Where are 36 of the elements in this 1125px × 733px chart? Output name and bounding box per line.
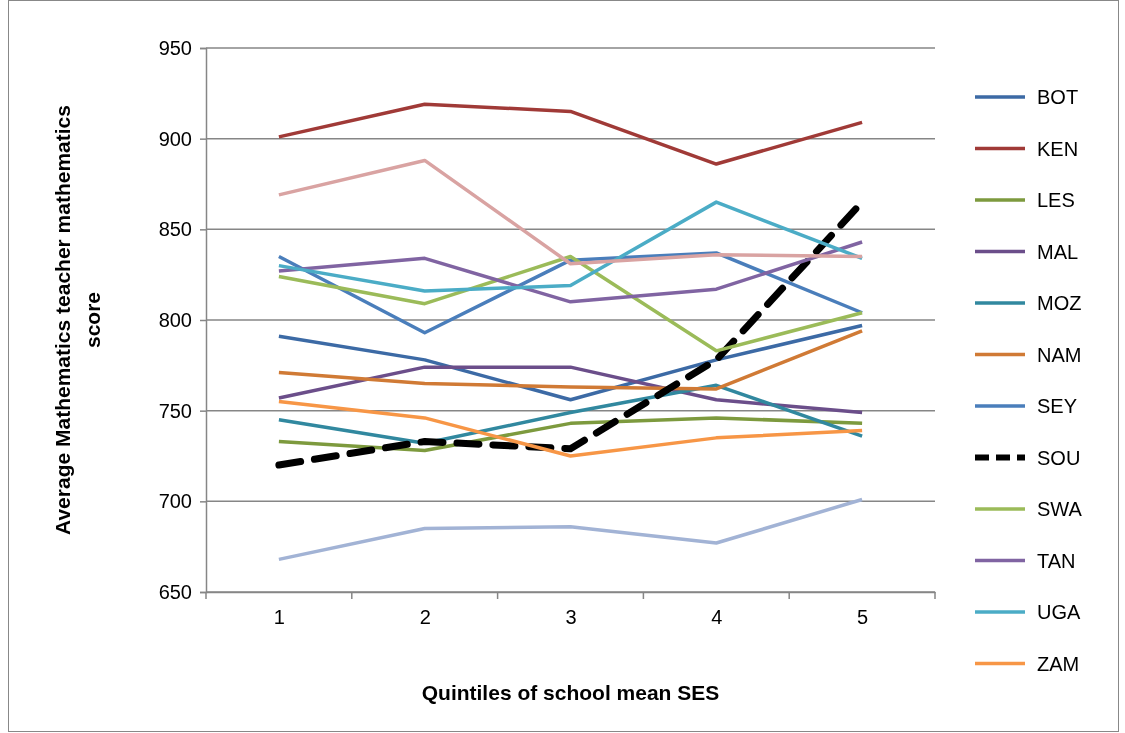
x-tick-label: 5 — [857, 606, 869, 629]
y-tick-label: 750 — [158, 399, 192, 422]
legend-label: LES — [1037, 189, 1075, 211]
legend-label: MOZ — [1037, 292, 1082, 314]
legend-label: SOU — [1037, 446, 1081, 469]
legend-label: TAN — [1037, 549, 1076, 572]
x-tick-label: 2 — [419, 606, 431, 629]
line-series — [277, 497, 864, 562]
x-tick-label: 1 — [273, 606, 285, 629]
x-tick-label: 3 — [565, 606, 577, 629]
line-series — [277, 240, 864, 304]
y-tick-label: 700 — [158, 490, 192, 513]
y-tick-label: 800 — [158, 308, 192, 331]
legend-label: KEN — [1037, 137, 1079, 160]
y-tick-label: 650 — [158, 580, 192, 603]
legend-label: SEY — [1037, 395, 1078, 417]
y-axis-title: Average Mathematics teacher mathematics score — [51, 105, 104, 535]
legend-label: UGA — [1037, 601, 1081, 623]
legend-label: MAL — [1037, 240, 1079, 263]
line-series — [277, 365, 864, 415]
line-series — [277, 323, 864, 402]
line-series — [277, 200, 864, 293]
line-series — [277, 102, 864, 166]
legend-label: SWA — [1037, 498, 1083, 520]
y-tick-label: 900 — [158, 127, 192, 150]
y-tick-label: 850 — [158, 218, 192, 241]
y-tick-label: 950 — [158, 36, 192, 59]
legend-label: ZAM — [1037, 652, 1080, 675]
x-axis-title: Quintiles of school mean SES — [421, 681, 720, 704]
legend-label: NAM — [1037, 343, 1082, 366]
line-series — [277, 158, 864, 266]
line-series — [277, 399, 864, 458]
legend-label: BOT — [1037, 86, 1079, 108]
line-series — [277, 254, 864, 353]
line-series — [277, 329, 864, 391]
x-tick-label: 4 — [711, 606, 723, 629]
